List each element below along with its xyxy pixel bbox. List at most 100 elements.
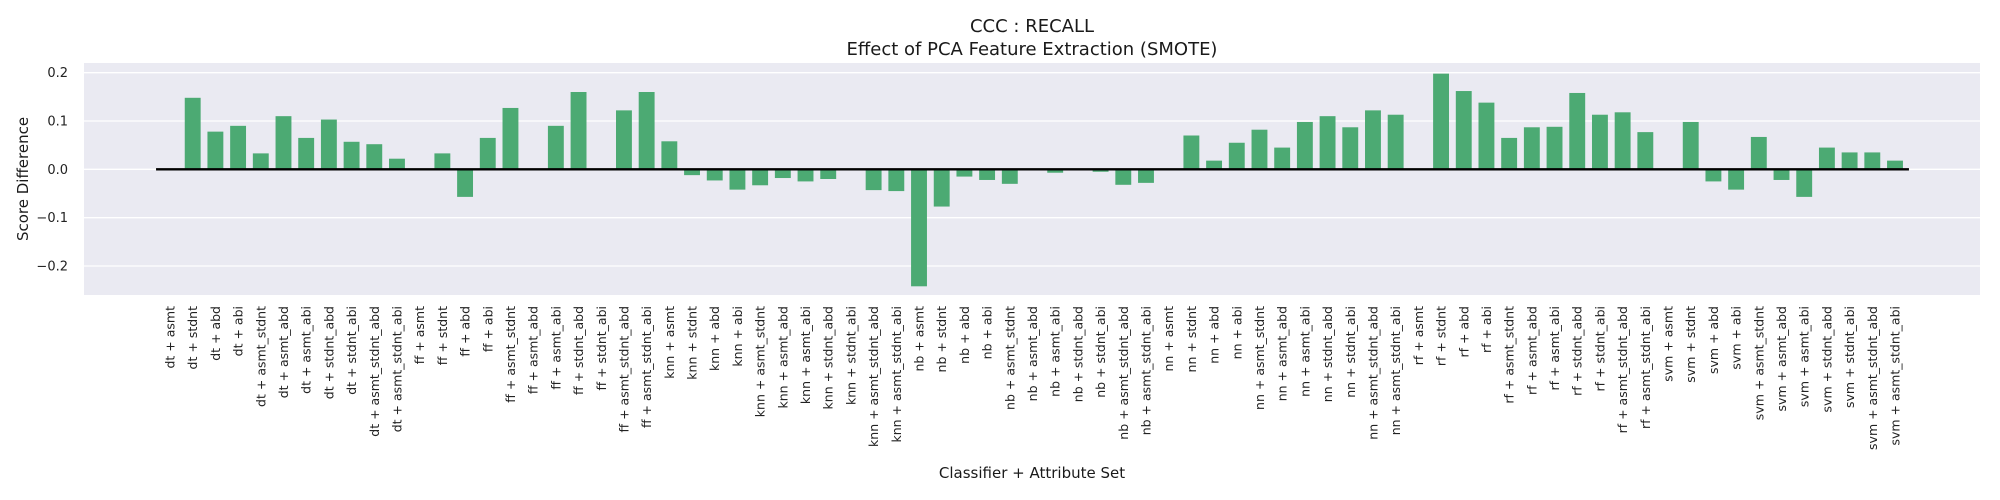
bar [820, 169, 837, 179]
x-tick-label: nb + asmt_stdnt_abd [1116, 306, 1131, 440]
bar [1251, 129, 1268, 170]
x-tick-label: ff + asmt_stdnt [503, 306, 518, 403]
bar [661, 141, 678, 170]
x-tick-label: rf + stdnt [1434, 306, 1449, 366]
bar [1864, 152, 1881, 170]
bar [1319, 116, 1336, 170]
x-tick-label: svm + asmt_abi [1797, 306, 1812, 407]
bar [1115, 169, 1132, 185]
x-tick-label: nb + asmt_stdnt [1002, 306, 1017, 410]
bar [933, 169, 950, 207]
bar [343, 141, 360, 170]
x-tick-label: ff + asmt_abi [548, 306, 563, 390]
bar [252, 153, 269, 170]
x-tick-label: knn + asmt [662, 306, 677, 379]
bar [1206, 160, 1223, 170]
x-tick-label: knn + stdnt [685, 306, 700, 380]
y-tick-label: −0.2 [36, 260, 68, 275]
x-tick-label: dt + asmt_abi [299, 306, 314, 394]
x-tick-label: nb + abd [957, 306, 972, 364]
bar [457, 169, 474, 197]
x-tick-label: knn + asmt_stdnt_abi [889, 306, 904, 443]
x-tick-label: rf + asmt_abi [1547, 306, 1562, 391]
bar [1614, 112, 1631, 170]
x-tick-label: dt + abd [208, 306, 223, 361]
x-tick-label: rf + asmt_stdnt_abi [1638, 306, 1653, 429]
bar [684, 169, 700, 176]
bar [1501, 137, 1518, 170]
x-tick-label: svm + asmt_stdnt_abd [1865, 306, 1880, 450]
x-tick-label: knn + asmt_abi [798, 306, 813, 404]
x-tick-label: dt + asmt_stdnt [253, 306, 268, 407]
x-tick-label: dt + asmt [163, 306, 178, 369]
bar [979, 169, 996, 180]
x-tick-label: knn + asmt_stdnt [753, 306, 768, 417]
y-axis-label: Score Difference [14, 117, 32, 241]
bar [1546, 126, 1563, 170]
bar [207, 131, 224, 170]
x-tick-label: rf + stdnt_abi [1592, 306, 1607, 391]
x-tick-label: nn + asmt [1161, 306, 1176, 372]
bar [1092, 169, 1109, 172]
x-tick-label: svm + stdnt_abd [1819, 306, 1834, 412]
bar [366, 144, 383, 170]
bar [1569, 92, 1586, 170]
bar [1523, 127, 1540, 170]
x-tick-label: svm + asmt_stdnt [1751, 306, 1766, 420]
bar [911, 169, 927, 287]
bar [434, 153, 451, 170]
x-tick-label: ff + abi [480, 306, 495, 352]
x-tick-label: dt + asmt_abd [276, 306, 291, 398]
bar [547, 125, 564, 170]
plot-background [84, 63, 1980, 295]
x-tick-label: rf + asmt [1411, 306, 1426, 365]
x-tick-label: dt + stdnt_abi [344, 306, 359, 395]
x-tick-label: nb + stdnt_abi [1093, 306, 1108, 398]
bar [320, 119, 337, 170]
bar [184, 97, 201, 170]
bar [1001, 169, 1018, 184]
x-tick-label: nb + abi [980, 306, 995, 359]
bar [956, 169, 973, 177]
x-axis-label: Classifier + Attribute Set [939, 464, 1125, 482]
bar [1818, 147, 1835, 170]
x-tick-label: rf + asmt_abd [1524, 306, 1539, 395]
bar [1274, 147, 1291, 170]
x-tick-label: rf + abi [1479, 306, 1494, 353]
bar [1138, 169, 1154, 183]
bar [1841, 152, 1858, 170]
y-tick-label: 0.0 [47, 163, 68, 178]
x-tick-label: nn + asmt_stdnt_abi [1388, 306, 1403, 435]
x-tick-label: nn + stdnt [1184, 306, 1199, 373]
bar [1796, 169, 1813, 197]
x-tick-label: svm + asmt_abd [1774, 306, 1789, 412]
x-tick-label: rf + asmt_stdnt_abd [1615, 306, 1630, 433]
chart-subtitle: Effect of PCA Feature Extraction (SMOTE) [847, 39, 1218, 60]
bar [1387, 114, 1404, 170]
bar [1365, 110, 1381, 170]
x-tick-label: nb + asmt_abi [1048, 306, 1063, 397]
x-tick-label: ff + stdnt_abd [571, 306, 586, 395]
x-tick-label: nn + stdnt_abd [1320, 306, 1335, 402]
x-tick-label: svm + stdnt_abi [1842, 306, 1857, 408]
bar [752, 169, 769, 186]
bar [1296, 121, 1313, 170]
x-tick-label: nb + asmt_stdnt_abi [1138, 306, 1153, 435]
x-tick-label: dt + stdnt [185, 306, 200, 370]
bar [1728, 169, 1745, 190]
x-tick-label: ff + stdnt_abi [594, 306, 609, 391]
x-tick-label: ff + stdnt [435, 306, 450, 365]
bar [1591, 114, 1608, 170]
x-tick-label: ff + asmt [412, 306, 427, 364]
x-tick-label: nn + abd [1207, 306, 1222, 364]
x-tick-label: nn + abi [1229, 306, 1244, 359]
bar [230, 125, 247, 170]
x-tick-label: ff + asmt_abd [526, 306, 541, 394]
x-tick-labels: dt + asmt dt + stdnt dt + abd dt + abi dt + … [163, 306, 1903, 450]
bar [502, 107, 519, 170]
chart-title: CCC : RECALL [970, 16, 1094, 37]
bar [888, 169, 905, 192]
x-tick-label: dt + asmt_stdnt_abi [389, 306, 404, 432]
x-tick-label: nb + stdnt_abd [1070, 306, 1085, 402]
